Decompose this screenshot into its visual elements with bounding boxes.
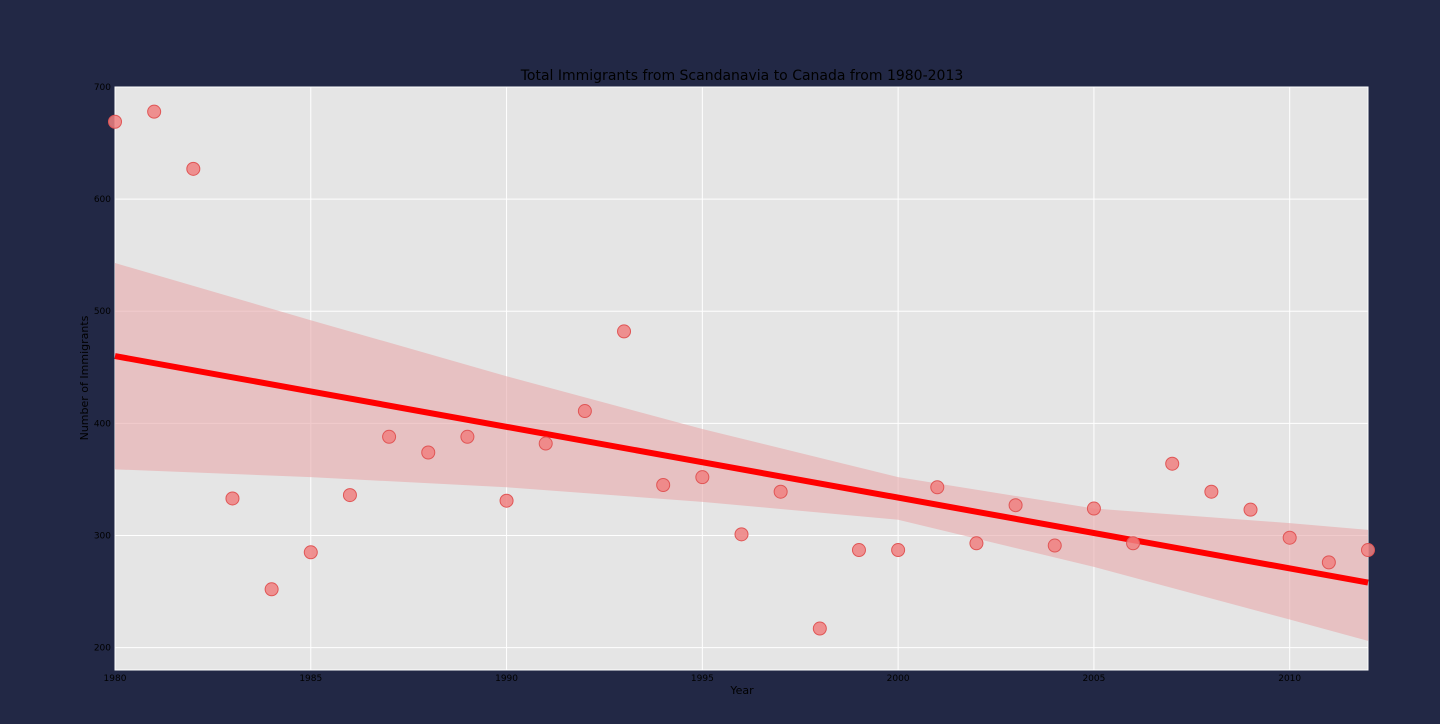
data-point [1008, 498, 1023, 513]
data-point [695, 470, 710, 485]
data-point [382, 429, 397, 444]
data-point [147, 104, 162, 119]
points-layer [108, 104, 1375, 636]
data-point [969, 536, 984, 551]
data-point [930, 480, 945, 495]
x-tick-label: 1985 [299, 674, 322, 684]
fit-line-layer [114, 353, 1369, 586]
data-point [342, 488, 357, 503]
data-point [617, 324, 632, 339]
data-point [421, 445, 436, 460]
data-point [1126, 536, 1141, 551]
x-tick-label: 1990 [495, 674, 518, 684]
x-tick-label: 2000 [887, 674, 910, 684]
y-tick-label: 200 [94, 644, 111, 654]
data-point [773, 484, 788, 499]
y-tick-label: 600 [94, 195, 111, 205]
data-point [812, 621, 827, 636]
data-point [460, 429, 475, 444]
regression-line [114, 353, 1369, 586]
data-point [303, 545, 318, 560]
data-point [264, 582, 279, 597]
data-point [1086, 501, 1101, 516]
data-point [1204, 484, 1219, 499]
y-tick-label: 700 [94, 83, 111, 93]
data-point [225, 491, 240, 506]
x-axis-label: Year [729, 684, 754, 697]
x-tick-label: 1995 [691, 674, 714, 684]
data-point [577, 404, 592, 419]
data-point [499, 493, 514, 508]
data-point [186, 161, 201, 176]
data-point [1243, 502, 1258, 517]
data-point [891, 543, 906, 558]
data-point [108, 114, 122, 129]
data-point [1047, 538, 1062, 553]
y-tick-label: 300 [94, 531, 111, 541]
data-point [1282, 530, 1297, 545]
y-axis-label: Number of Immigrants [78, 315, 91, 440]
x-tick-label: 1980 [104, 674, 127, 684]
data-point [538, 436, 553, 451]
data-point [851, 543, 866, 558]
data-point [1361, 543, 1375, 558]
data-point [656, 478, 671, 493]
y-tick-label: 400 [94, 419, 111, 429]
x-tick-label: 2005 [1082, 674, 1105, 684]
data-point [1321, 555, 1336, 570]
data-point [734, 527, 749, 542]
y-tick-label: 500 [94, 307, 111, 317]
chart-title: Total Immigrants from Scandanavia to Can… [520, 68, 964, 84]
x-tick-label: 2010 [1278, 674, 1301, 684]
tick-label-layer: 1980 1985 1990 1995 2000 2005 2010 200 300 400 500… [94, 83, 1302, 684]
data-point [1165, 456, 1180, 471]
